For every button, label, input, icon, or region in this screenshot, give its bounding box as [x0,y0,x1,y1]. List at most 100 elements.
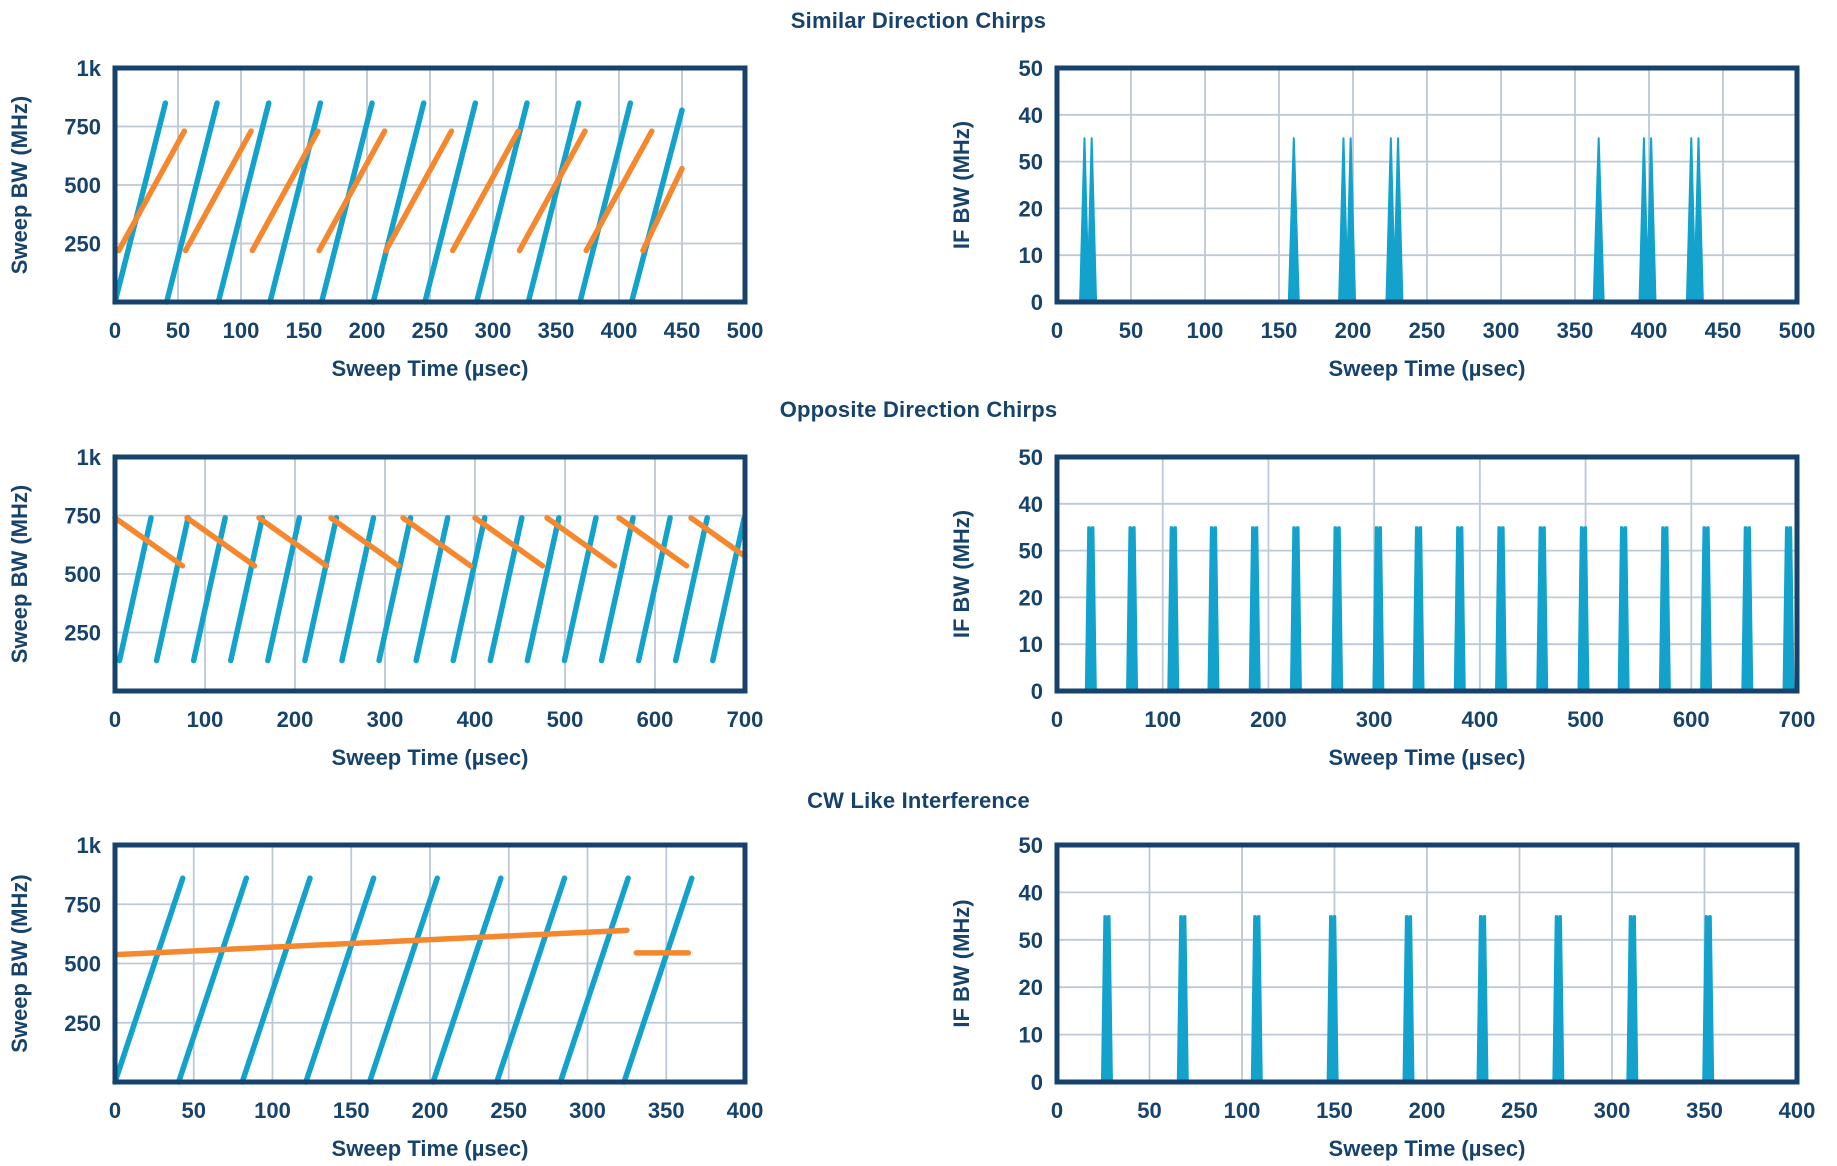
x-tick-label: 600 [637,707,674,732]
y-tick-label: 250 [64,232,101,257]
x-tick-label: 500 [547,707,584,732]
y-tick-label: 0 [1031,679,1043,704]
y-tick-label: 20 [1019,975,1043,1000]
y-tick-label: 0 [1031,1070,1043,1095]
series-radar-chirps [112,875,695,1085]
series-if-response-spikes [1084,526,1795,692]
x-tick-label: 200 [1250,707,1287,732]
y-tick-labels: 1k 750 500 250 [64,56,101,257]
chart-similar-direction-sweep: 0 50 100 150 200 250 300 350 400 450 500 1k 750 500 25… [7,56,763,381]
x-tick-label: 0 [109,1098,121,1123]
y-tick-label: 1k [77,56,102,81]
y-tick-label: 1k [77,445,102,470]
x-tick-label: 100 [187,707,224,732]
y-tick-label: 750 [64,892,101,917]
x-tick-label: 500 [1567,707,1604,732]
x-tick-label: 100 [1224,1098,1261,1123]
series-interference-chirps [112,515,748,569]
y-tick-label: 500 [64,562,101,587]
row-title-cw-like: CW Like Interference [807,788,1030,813]
x-tick-label: 300 [1483,318,1520,343]
x-tick-label: 100 [254,1098,291,1123]
x-tick-label: 200 [277,707,314,732]
x-tick-label: 350 [538,318,575,343]
x-tick-label: 400 [601,318,638,343]
gridlines [115,68,745,302]
y-tick-label: 40 [1019,880,1043,905]
y-tick-label: 0 [1031,290,1043,315]
chart-opposite-direction-sweep: 0 100 200 300 400 500 600 700 1k 750 500 250 Sweep T… [7,445,763,770]
y-tick-label: 50 [1019,445,1043,470]
series-interference-cw [115,927,692,958]
y-tick-label: 50 [1019,928,1043,953]
gridlines [115,845,745,1082]
x-tick-label: 300 [1356,707,1393,732]
y-tick-label: 20 [1019,585,1043,610]
x-tick-labels: 0 100 200 300 400 500 600 700 [109,707,763,732]
x-tick-label: 200 [349,318,386,343]
x-tick-label: 300 [569,1098,606,1123]
y-tick-labels: 1k 750 500 250 [64,833,101,1036]
x-tick-label: 0 [1051,1098,1063,1123]
x-tick-label: 400 [1631,318,1668,343]
x-tick-labels: 0 50 100 150 200 250 300 350 400 450 500 [1051,318,1815,343]
y-tick-label: 10 [1019,1023,1043,1048]
x-tick-label: 50 [1137,1098,1161,1123]
x-tick-label: 250 [1409,318,1446,343]
y-tick-labels: 1k 750 500 250 [64,445,101,646]
x-tick-label: 700 [1779,707,1816,732]
x-tick-label: 200 [412,1098,449,1123]
x-tick-label: 450 [664,318,701,343]
plot-frame [1054,842,1800,1085]
x-tick-label: 300 [475,318,512,343]
x-axis-title: Sweep Time (µsec) [1329,1136,1526,1161]
chart-cw-like-ifbw: 0 50 100 150 200 250 300 350 40050405020100Sweep… [949,833,1815,1161]
x-tick-label: 100 [1187,318,1224,343]
x-tick-labels: 0 50 100 150 200 250 300 350 400 450 500 [109,318,763,343]
series-if-response-spikes [1079,137,1704,303]
y-tick-label: 50 [1019,150,1043,175]
series-radar-chirps [112,100,685,305]
y-tick-label: 250 [64,1011,101,1036]
x-tick-label: 200 [1409,1098,1446,1123]
x-tick-label: 250 [490,1098,527,1123]
y-tick-label: 750 [64,504,101,529]
gridlines [1057,845,1797,1082]
plot-frame [112,454,748,694]
x-tick-label: 350 [1686,1098,1723,1123]
x-tick-label: 50 [1119,318,1143,343]
plot-frame [1054,454,1800,694]
x-tick-label: 400 [727,1098,764,1123]
x-tick-label: 400 [1779,1098,1816,1123]
y-tick-label: 1k [77,833,102,858]
x-tick-label: 500 [1779,318,1816,343]
y-axis-title: IF BW (MHz) [949,510,974,638]
y-tick-label: 40 [1019,103,1043,128]
row-title-opposite-direction: Opposite Direction Chirps [779,397,1058,422]
series-interference-chirps [116,128,685,254]
y-axis-title: Sweep BW (MHz) [7,96,32,274]
x-axis-title: Sweep Time (µsec) [1329,356,1526,381]
x-tick-label: 400 [457,707,494,732]
x-tick-labels: 0 100 200 300 400 500 600 700 [1051,707,1815,732]
x-tick-label: 150 [1261,318,1298,343]
x-tick-label: 350 [1557,318,1594,343]
y-tick-label: 250 [64,621,101,646]
x-tick-label: 150 [333,1098,370,1123]
y-tick-label: 500 [64,173,101,198]
x-tick-label: 0 [109,318,121,343]
plot-frame [112,65,748,305]
x-tick-label: 150 [286,318,323,343]
series-if-response-spikes [1100,915,1715,1083]
y-tick-label: 50 [1019,56,1043,81]
x-tick-label: 0 [109,707,121,732]
gridlines [115,457,745,691]
x-tick-label: 300 [1594,1098,1631,1123]
row-title-similar-direction: Similar Direction Chirps [790,8,1047,33]
y-tick-label: 750 [64,115,101,140]
y-tick-label: 50 [1019,539,1043,564]
x-tick-label: 50 [166,318,190,343]
x-tick-label: 200 [1335,318,1372,343]
y-tick-labels: 50 40 50 20 10 0 [1019,833,1043,1095]
y-axis-title: IF BW (MHz) [949,899,974,1027]
